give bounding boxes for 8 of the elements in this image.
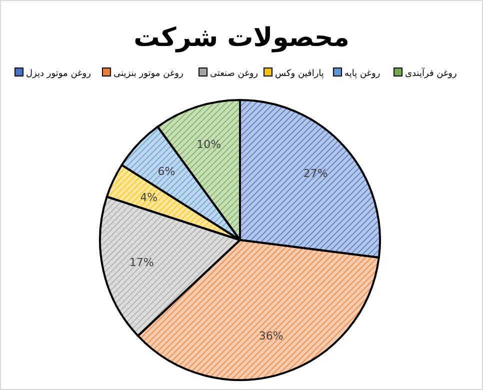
data-label: 17% xyxy=(129,256,154,269)
legend-label: روغن موتور دیزل xyxy=(26,69,91,79)
legend-label: روغن موتور بنزینی xyxy=(114,69,184,79)
legend-label: روغن صنعتی xyxy=(210,69,258,79)
legend-label: پارافین وکس xyxy=(275,69,324,79)
legend-label: روغن پایه xyxy=(344,69,380,79)
legend-label: روغن فرآیندی xyxy=(405,67,457,79)
chart-title: محصولات شرکت xyxy=(134,23,350,53)
